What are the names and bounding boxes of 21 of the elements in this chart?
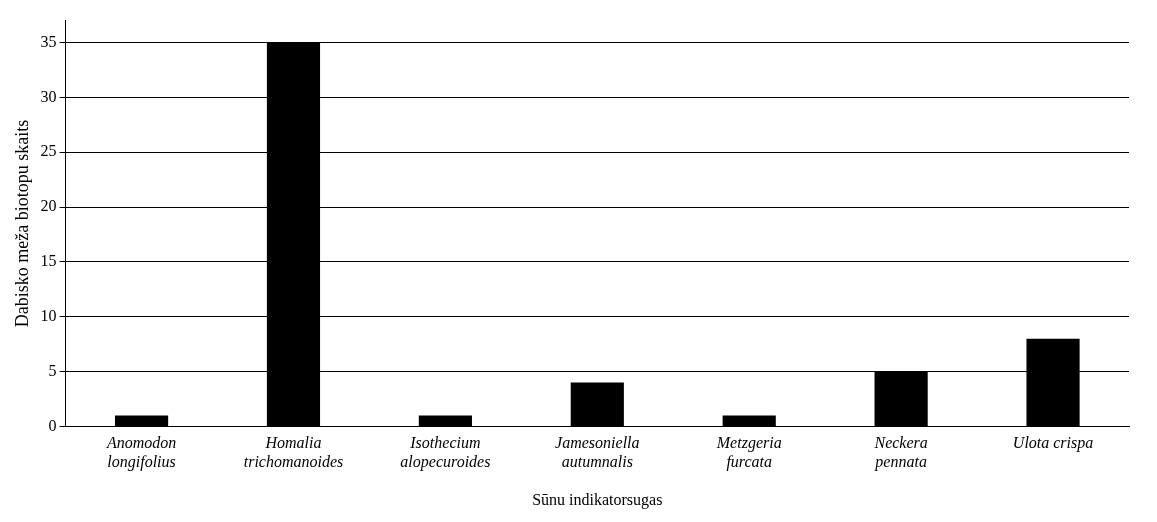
bar — [114, 415, 169, 426]
y-tick-label: 0 — [48, 416, 57, 434]
x-tick-label: Jamesoniella autumnalis — [555, 434, 640, 471]
bar — [722, 415, 776, 426]
y-tick-label: 20 — [40, 197, 57, 215]
y-tick-label: 25 — [40, 142, 57, 160]
bar — [570, 382, 624, 426]
x-axis-title: Sūnu indikatorsugas — [532, 490, 663, 509]
bar — [418, 415, 472, 426]
y-axis-title: Dabisko meža biotopu skaits — [11, 119, 32, 328]
x-tick-label: Isothecium alopecuroides — [400, 434, 491, 472]
y-tick-label: 5 — [48, 361, 57, 379]
y-tick-label: 30 — [40, 87, 57, 105]
y-tick-label: 35 — [40, 32, 57, 50]
y-tick-label: 10 — [40, 306, 57, 324]
x-tick-label: Metzgeria furcata — [715, 434, 782, 472]
y-tick-label: 15 — [40, 252, 57, 270]
x-tick-label: Neckera pennata — [873, 434, 928, 472]
x-tick-label: Anomodon longifolius — [105, 434, 177, 472]
x-tick-label: Ulota crispa — [1012, 434, 1094, 453]
x-tick-label: Homalia trichomanoides — [243, 434, 344, 471]
